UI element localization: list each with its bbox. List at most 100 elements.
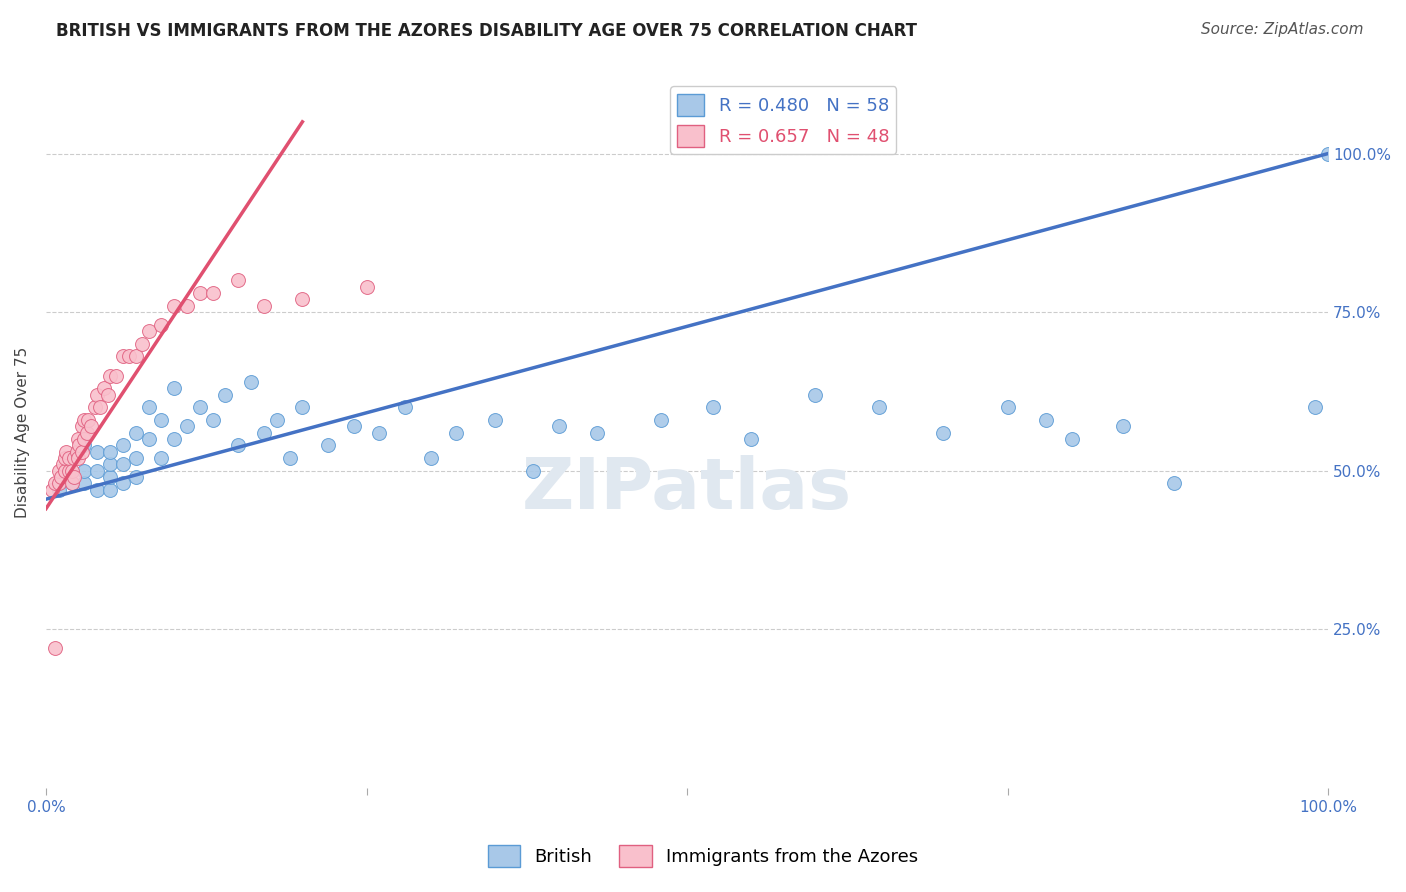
Point [76,425,98,440]
Point [60,476,83,491]
Point [105,368,128,383]
Point [111,476,134,491]
Point [111,350,134,364]
Point [253,425,276,440]
Point [86,483,108,497]
Point [66,444,89,458]
Point [650,413,672,427]
Point [278,450,301,465]
Point [150,413,173,427]
Point [48,476,70,491]
Point [86,444,108,458]
Point [868,401,890,415]
Point [98,368,121,383]
Point [522,464,544,478]
Point [51,470,73,484]
Point [55,444,77,458]
Point [138,324,160,338]
Point [1317,146,1340,161]
Point [226,273,249,287]
Point [73,432,96,446]
Text: BRITISH VS IMMIGRANTS FROM THE AZORES DISABILITY AGE OVER 75 CORRELATION CHART: BRITISH VS IMMIGRANTS FROM THE AZORES DI… [56,22,917,40]
Point [150,318,173,332]
Point [67,438,90,452]
Point [188,286,211,301]
Point [138,401,160,415]
Point [52,458,75,472]
Point [1060,432,1083,446]
Point [484,413,506,427]
Point [291,401,314,415]
Point [96,387,118,401]
Point [83,401,105,415]
Point [70,419,93,434]
Point [98,483,121,497]
Point [163,299,186,313]
Point [98,470,121,484]
Point [316,438,339,452]
Point [240,375,263,389]
Point [291,293,314,307]
Point [932,425,955,440]
Point [73,413,96,427]
Point [80,419,103,434]
Point [60,450,83,465]
Point [702,401,724,415]
Point [63,450,86,465]
Point [368,425,391,440]
Point [125,425,148,440]
Point [131,336,153,351]
Point [44,641,66,656]
Point [63,470,86,484]
Point [66,450,89,465]
Point [226,438,249,452]
Legend: R = 0.480   N = 58, R = 0.657   N = 48: R = 0.480 N = 58, R = 0.657 N = 48 [671,87,897,154]
Point [53,450,76,465]
Point [73,476,96,491]
Point [1035,413,1057,427]
Point [150,450,173,465]
Point [98,444,121,458]
Point [44,476,66,491]
Point [201,286,224,301]
Point [86,464,108,478]
Point [163,381,186,395]
Point [586,425,609,440]
Point [89,401,111,415]
Point [58,450,80,465]
Point [73,464,96,478]
Point [176,299,198,313]
Text: ZIPatlas: ZIPatlas [522,455,852,524]
Point [201,413,224,427]
Point [53,464,76,478]
Point [73,438,96,452]
Point [60,464,83,478]
Point [118,350,141,364]
Point [125,350,148,364]
Point [138,432,160,446]
Point [77,413,100,427]
Point [356,279,378,293]
Point [997,401,1019,415]
Point [48,483,70,497]
Point [1305,401,1327,415]
Point [86,387,108,401]
Point [1163,476,1185,491]
Text: Source: ZipAtlas.com: Source: ZipAtlas.com [1201,22,1364,37]
Point [163,432,186,446]
Point [58,464,80,478]
Point [804,387,827,401]
Point [419,450,441,465]
Point [547,419,569,434]
Y-axis label: Disability Age Over 75: Disability Age Over 75 [15,347,30,518]
Point [41,483,63,497]
Point [98,458,121,472]
Point [214,387,236,401]
Point [1112,419,1135,434]
Point [125,470,148,484]
Point [176,419,198,434]
Point [70,444,93,458]
Point [266,413,288,427]
Point [111,458,134,472]
Point [125,450,148,465]
